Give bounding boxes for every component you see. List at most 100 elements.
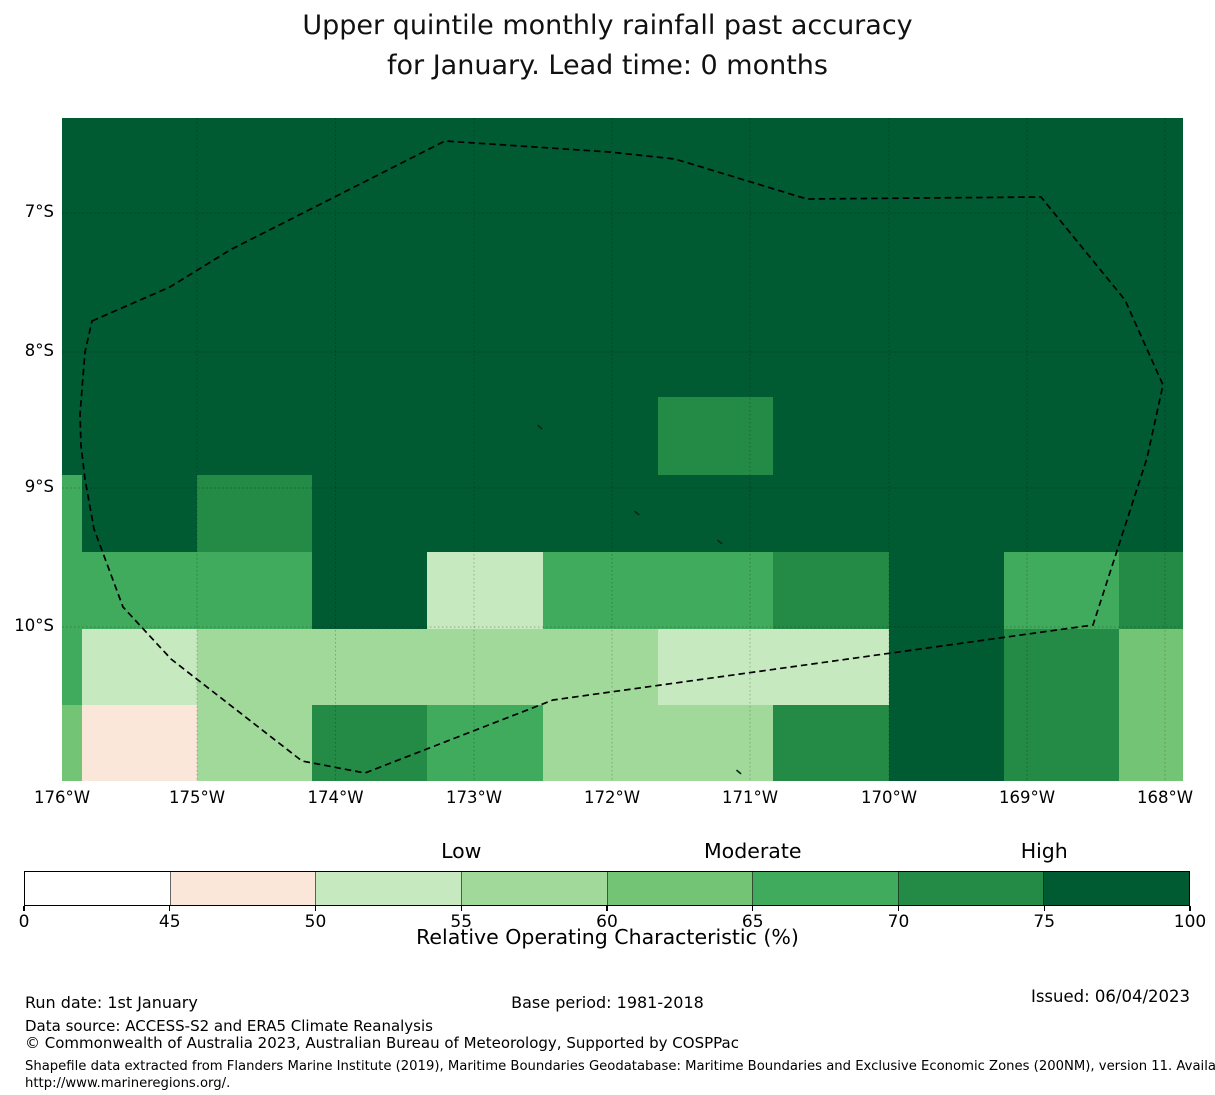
map-cell (427, 705, 544, 781)
map-cell (773, 320, 890, 398)
colorbar-segment-60-65 (607, 872, 754, 905)
map-cell (888, 397, 1005, 476)
colorbar-tick-label: 100 (1173, 912, 1207, 932)
colorbar-tick (752, 906, 754, 911)
colorbar-tick-label: 45 (158, 912, 181, 932)
map-cell (888, 243, 1005, 321)
base-period-text: Base period: 1981-2018 (511, 993, 704, 1012)
colorbar-segment-70-75 (898, 872, 1045, 905)
map-cell (773, 475, 890, 553)
map-cell (542, 397, 659, 476)
colorbar-tick-label: 55 (450, 912, 473, 932)
map-cell (1119, 705, 1183, 781)
map-cell (542, 629, 659, 706)
map-canvas (62, 118, 1183, 781)
island-mark (634, 510, 640, 516)
x-tick-label: 175°W (168, 788, 226, 807)
map-cell (196, 705, 313, 781)
y-tick-label: 9°S (24, 477, 54, 496)
run-date-text: Run date: 1st January (25, 993, 198, 1012)
map-cell (196, 118, 313, 167)
map-cell (427, 475, 544, 553)
colorbar-segment-65-70 (753, 872, 899, 905)
colorbar-axis-label: Relative Operating Characteristic (%) (416, 925, 799, 949)
colorbar-segment-55-60 (461, 872, 608, 905)
map-cell (1003, 320, 1120, 398)
map-cell (196, 320, 313, 398)
map-cell (658, 118, 775, 167)
colorbar-tick-label: 0 (18, 912, 30, 932)
map-cell (888, 705, 1005, 781)
map-cell (1119, 118, 1183, 167)
colorbar-segment-45-50 (170, 872, 317, 905)
colorbar-tick (460, 906, 462, 911)
map-cell (1003, 475, 1120, 553)
map-cell (1119, 629, 1183, 706)
map-cell (542, 475, 659, 553)
map-cell (773, 397, 890, 476)
map-cell (312, 475, 429, 553)
map-cell (1003, 705, 1120, 781)
map-cell (888, 320, 1005, 398)
copyright-text: © Commonwealth of Australia 2023, Austra… (25, 1034, 739, 1052)
x-tick-label: 170°W (860, 788, 918, 807)
map-cell (62, 629, 83, 706)
map-cell (62, 320, 83, 398)
map-cell (888, 475, 1005, 553)
eez-boundary (79, 140, 1164, 774)
map-cell (773, 118, 890, 167)
colorbar-tick-label: 65 (741, 912, 764, 932)
colorbar-tick (1043, 906, 1045, 911)
shapefile-credit-line2: http://www.marineregions.org/. (25, 1076, 231, 1091)
map-cell (81, 320, 198, 398)
island-mark (537, 424, 543, 430)
colorbar-tick (314, 906, 317, 911)
map-cell (81, 397, 198, 476)
map-cell (888, 629, 1005, 706)
map-cell (427, 629, 544, 706)
map-cell (1119, 243, 1183, 321)
issued-date-text: Issued: 06/04/2023 (1030, 987, 1190, 1006)
map-cell (427, 118, 544, 167)
colorbar-band-label-low: Low (441, 839, 482, 863)
map-cell (312, 397, 429, 476)
map-cell (888, 552, 1005, 630)
map-cell (427, 397, 544, 476)
map-cell (81, 705, 198, 781)
map-cell (62, 705, 83, 781)
map-cell (81, 475, 198, 553)
map-cell (312, 629, 429, 706)
map-cell (196, 475, 313, 553)
colorbar-tick-label: 75 (1033, 912, 1056, 932)
map-cell (62, 475, 83, 553)
colorbar (24, 871, 1190, 906)
map-cell (1119, 397, 1183, 476)
map-cell (427, 320, 544, 398)
map-cell (62, 118, 83, 167)
x-tick-label: 172°W (583, 788, 641, 807)
map-cell (542, 243, 659, 321)
map-cell (81, 629, 198, 706)
map-cell (658, 166, 775, 244)
map-cell (773, 166, 890, 244)
x-tick-label: 173°W (445, 788, 503, 807)
map-cell (773, 552, 890, 630)
island-mark (717, 539, 723, 545)
chart-title-line2: for January. Lead time: 0 months (387, 50, 828, 81)
shapefile-credit-line1: Shapefile data extracted from Flanders M… (25, 1059, 1215, 1074)
map-cell (312, 705, 429, 781)
map-cell (658, 705, 775, 781)
map-cell (196, 397, 313, 476)
map-cell (542, 552, 659, 630)
map-cell (658, 552, 775, 630)
map-cell (773, 705, 890, 781)
x-tick-label: 169°W (998, 788, 1056, 807)
x-tick-label: 176°W (33, 788, 91, 807)
map-cell (196, 166, 313, 244)
map-cell (1119, 320, 1183, 398)
map-cell (62, 243, 83, 321)
map-cell (196, 552, 313, 630)
map-cell (196, 629, 313, 706)
map-cell (1003, 243, 1120, 321)
